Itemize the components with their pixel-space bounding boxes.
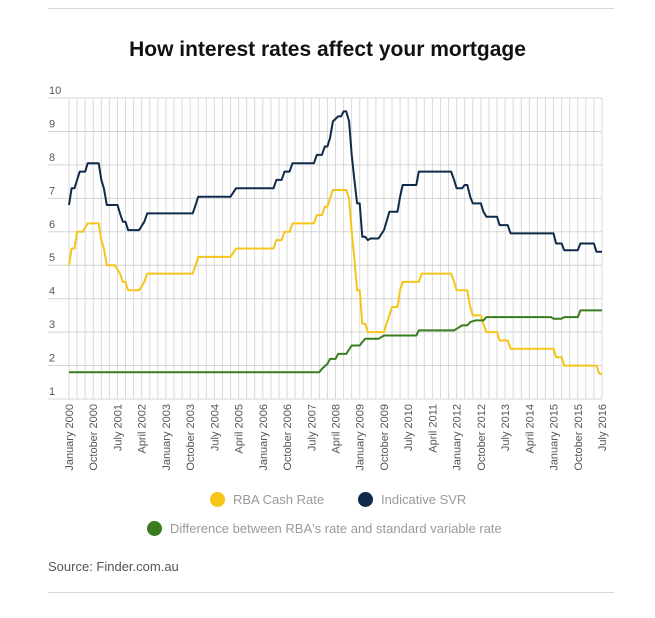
x-tick-label: April 2002 <box>137 404 149 454</box>
top-divider <box>48 8 614 9</box>
series-lines <box>68 110 602 375</box>
x-tick-label: July 2010 <box>403 404 415 451</box>
x-tick-label: April 2011 <box>427 404 439 453</box>
x-tick-label: July 2013 <box>500 404 512 451</box>
y-tick-label: 10 <box>49 85 61 97</box>
series-line-0 <box>68 189 602 375</box>
x-tick-label: January 2015 <box>549 404 561 471</box>
y-tick-label: 8 <box>49 152 55 164</box>
source-note: Source: Finder.com.au <box>48 559 179 574</box>
chart-title: How interest rates affect your mortgage <box>129 38 526 61</box>
x-tick-label: October 2012 <box>476 404 488 471</box>
x-tick-label: October 2015 <box>573 404 585 471</box>
x-axis-tick-labels: January 2000 October 2000 July 2001 April 2… <box>64 404 609 471</box>
y-tick-label: 4 <box>49 286 55 298</box>
x-tick-label: October 2003 <box>185 404 197 471</box>
y-axis-tick-labels: 1 2 3 4 5 6 7 8 9 10 <box>49 85 61 398</box>
y-tick-label: 2 <box>49 353 55 365</box>
x-tick-label: April 2014 <box>524 404 536 454</box>
legend-label-indicative-svr: Indicative SVR <box>381 492 467 507</box>
legend-row-1: RBA Cash Rate Indicative SVR <box>210 492 466 507</box>
series-line-2 <box>69 309 602 374</box>
x-tick-label: July 2016 <box>597 404 609 451</box>
y-tick-label: 5 <box>49 252 55 264</box>
y-tick-label: 3 <box>49 319 55 331</box>
x-tick-label: April 2008 <box>331 404 343 454</box>
y-tick-label: 9 <box>49 118 55 130</box>
x-tick-label: October 2000 <box>88 404 100 471</box>
x-tick-label: January 2012 <box>452 404 464 471</box>
legend-label-rba-cash-rate: RBA Cash Rate <box>233 492 325 507</box>
series-line-1 <box>68 110 602 253</box>
x-tick-label: January 2000 <box>64 404 76 471</box>
legend-swatch-rba-cash-rate <box>210 492 225 507</box>
vertical-gridlines <box>68 98 603 399</box>
x-tick-label: October 2009 <box>379 404 391 471</box>
legend-row-2: Difference between RBA's rate and standa… <box>147 521 502 536</box>
bottom-divider <box>48 592 614 593</box>
x-tick-label: July 2001 <box>112 404 124 451</box>
x-tick-label: January 2006 <box>258 404 270 471</box>
legend-swatch-indicative-svr <box>358 492 374 507</box>
y-tick-label: 6 <box>49 219 55 231</box>
x-tick-label: October 2006 <box>282 404 294 471</box>
y-tick-label: 1 <box>49 386 55 398</box>
legend-swatch-difference <box>147 521 162 536</box>
x-tick-label: July 2004 <box>209 404 221 451</box>
x-tick-label: January 2003 <box>161 404 173 471</box>
x-tick-label: July 2007 <box>306 404 318 451</box>
y-tick-label: 7 <box>49 185 55 197</box>
x-tick-label: January 2009 <box>355 404 367 471</box>
horizontal-gridlines <box>48 97 602 400</box>
x-tick-label: April 2005 <box>234 404 246 454</box>
legend-label-difference: Difference between RBA's rate and standa… <box>170 521 502 536</box>
